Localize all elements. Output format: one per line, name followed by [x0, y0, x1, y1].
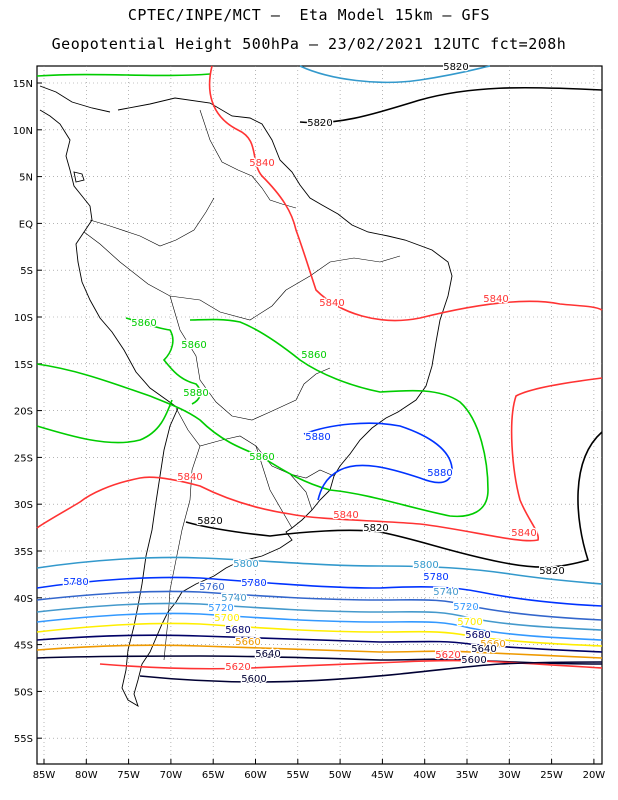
lon-tick-label: 40W — [413, 770, 436, 781]
lon-tick-label: 85W — [33, 770, 56, 781]
lat-tick-label: 55S — [14, 734, 33, 745]
lat-tick-label: 10N — [13, 126, 33, 137]
contour-5740 — [36, 602, 603, 631]
contour-5800 — [36, 556, 603, 585]
contour-5880-south — [36, 318, 489, 518]
contour-label: 5720 — [453, 602, 478, 613]
lat-tick-label: 50S — [14, 687, 33, 698]
map-title: CPTEC/INPE/MCT – Eta Model 15km – GFS — [127, 6, 491, 24]
coastline — [39, 85, 453, 708]
contour-5820-north — [299, 86, 603, 124]
contour-5660 — [36, 644, 603, 659]
contour-5720 — [36, 612, 603, 641]
contour-labels: 5860 5880 5860 5860 5860 5880 5880 5840 5840 5840… — [62, 61, 566, 687]
lat-tick-label: 35S — [14, 547, 33, 558]
contour-label: 5860 — [301, 350, 326, 361]
contour-label: 5680 — [465, 630, 490, 641]
contour-label: 5740 — [221, 593, 246, 604]
contour-label: 5840 — [177, 472, 202, 483]
contour-label: 5840 — [249, 158, 274, 169]
contour-label: 5660 — [235, 637, 260, 648]
contour-label: 5840 — [319, 298, 344, 309]
contour-5860-blob — [125, 317, 202, 405]
contour-label: 5820 — [307, 118, 332, 129]
contour-lines — [36, 65, 603, 683]
contour-label: 5860 — [181, 340, 206, 351]
lon-tick-label: 60W — [244, 770, 267, 781]
contour-label: 5780 — [63, 577, 88, 588]
contour-label: 5860 — [131, 318, 156, 329]
contour-label: 5780 — [423, 572, 448, 583]
lat-tick-label: 25S — [14, 453, 33, 464]
contour-5820-south — [185, 431, 603, 568]
contour-label: 5820 — [197, 516, 222, 527]
contour-5600 — [139, 661, 603, 683]
contour-label: 5780 — [241, 578, 266, 589]
contour-label: 5800 — [413, 560, 438, 571]
contour-label: 5700 — [457, 617, 482, 628]
contour-label: 5880 — [427, 468, 452, 479]
contour-label: 5620 — [435, 650, 460, 661]
contour-5840-trop — [208, 65, 603, 322]
contour-label: 5840 — [511, 528, 536, 539]
contour-5760 — [36, 590, 603, 621]
lon-tick-label: 65W — [202, 770, 225, 781]
map-subtitle: Geopotential Height 500hPa – 23/02/2021 … — [51, 35, 567, 53]
lon-tick-label: 75W — [117, 770, 140, 781]
lon-tick-label: 70W — [160, 770, 183, 781]
lat-tick-label: 15N — [13, 79, 33, 90]
contour-label: 5740 — [433, 587, 458, 598]
contour-label: 5840 — [333, 510, 358, 521]
contour-label: 5620 — [225, 662, 250, 673]
lon-tick-label: 45W — [371, 770, 394, 781]
contour-label: 5860 — [249, 452, 274, 463]
contour-5700 — [36, 622, 603, 647]
lat-tick-label: 30S — [14, 500, 33, 511]
contour-label: 5600 — [241, 674, 266, 685]
contour-5880-blue — [303, 422, 453, 501]
map-frame — [36, 65, 603, 765]
lat-tick-label: 40S — [14, 594, 33, 605]
contour-label: 5660 — [480, 639, 505, 650]
contour-label: 5720 — [208, 603, 233, 614]
contour-5880-west — [36, 399, 173, 444]
lat-tick-label: 5S — [20, 266, 33, 277]
contour-label: 5640 — [255, 649, 280, 660]
contour-label: 5700 — [214, 613, 239, 624]
contour-5840-east — [36, 377, 603, 542]
lat-tick-label: 15S — [14, 360, 33, 371]
lat-tick-label: 20S — [14, 407, 33, 418]
contour-5780 — [36, 576, 603, 607]
contour-5880-north — [36, 73, 211, 77]
lon-tick-label: 20W — [583, 770, 606, 781]
axis-ticks: 15N 10N 5N EQ 5S 10S 15S 20S 25S 30S 35S 40S 45S 50S 5… — [13, 79, 606, 781]
contour-label: 5820 — [539, 566, 564, 577]
lat-tick-label: 10S — [14, 313, 33, 324]
contour-label: 5820 — [363, 523, 388, 534]
lon-tick-label: 80W — [75, 770, 98, 781]
lat-tick-label: 45S — [14, 641, 33, 652]
contour-5860-north — [299, 65, 491, 84]
contour-label: 5800 — [233, 559, 258, 570]
contour-label: 5880 — [183, 388, 208, 399]
contour-label: 5600 — [461, 655, 486, 666]
lat-tick-label: EQ — [19, 219, 33, 230]
lon-tick-label: 25W — [540, 770, 563, 781]
contour-5680 — [36, 634, 603, 653]
lon-tick-label: 55W — [286, 770, 309, 781]
contour-label: 5880 — [305, 432, 330, 443]
contour-label: 5680 — [225, 625, 250, 636]
contour-label: 5840 — [483, 294, 508, 305]
graticule — [37, 66, 602, 764]
lon-tick-label: 50W — [329, 770, 352, 781]
country-borders — [83, 109, 401, 661]
contour-label: 5760 — [199, 582, 224, 593]
lon-tick-label: 30W — [498, 770, 521, 781]
lon-tick-label: 35W — [456, 770, 479, 781]
contour-label: 5820 — [443, 62, 468, 73]
contour-label: 5640 — [471, 644, 496, 655]
lat-tick-label: 5N — [19, 173, 33, 184]
